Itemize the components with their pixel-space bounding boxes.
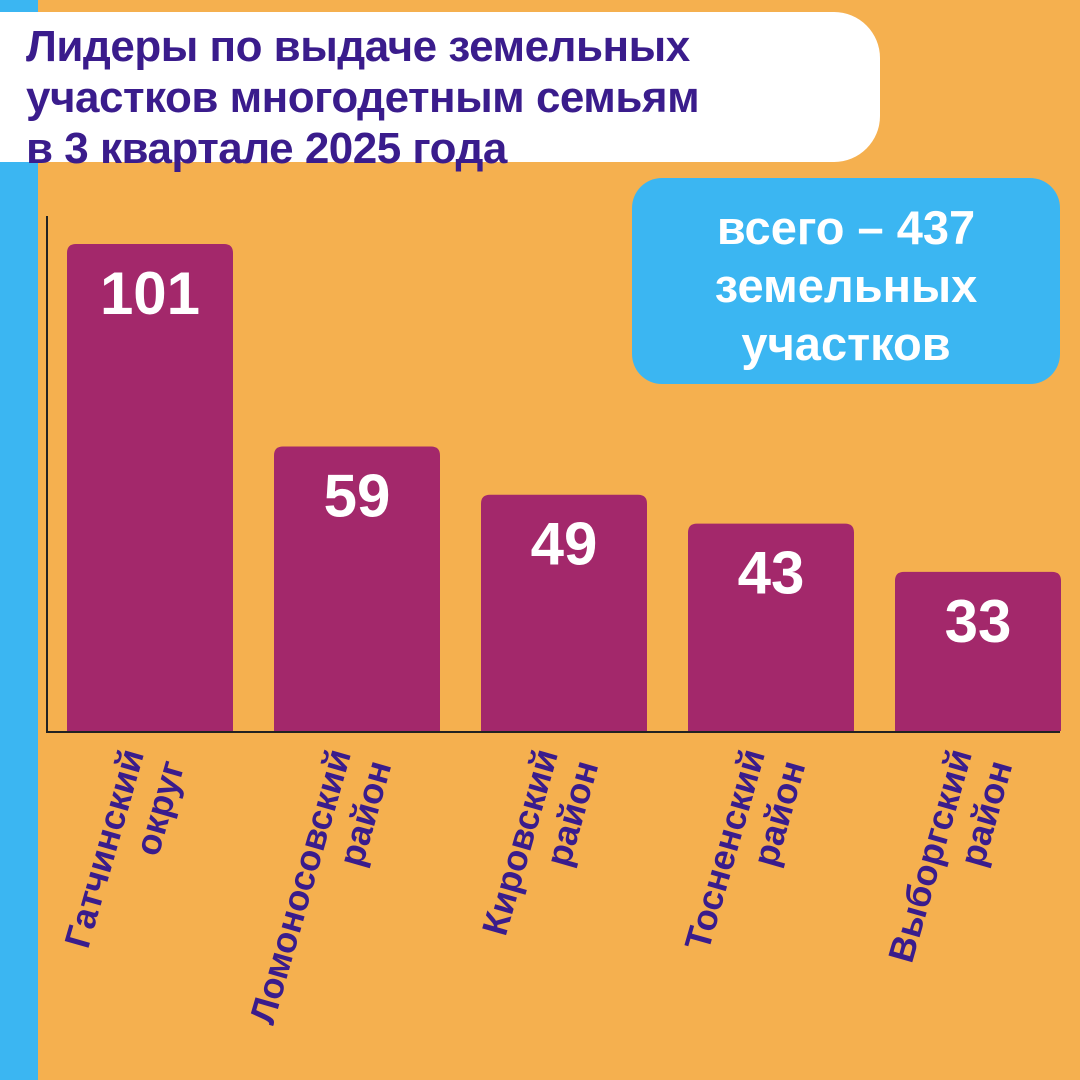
bar [895, 571, 1061, 731]
total-badge: всего – 437 земельных участков [632, 178, 1060, 384]
bar [481, 494, 647, 731]
total-line-1: всего – 437 [716, 201, 976, 254]
title-line-1: Лидеры по выдаче земельных [26, 22, 690, 71]
total-line-3: участков [741, 317, 951, 370]
bar [274, 446, 440, 731]
category-label-line: Ломоносовский [241, 744, 359, 1028]
left-accent-stripe [0, 0, 38, 1080]
data-label: 49 [531, 511, 598, 578]
total-line-2: земельных [714, 259, 978, 312]
title-line-3: в 3 квартале 2025 года [26, 124, 507, 173]
data-label: 43 [738, 540, 805, 607]
data-label: 101 [100, 260, 200, 327]
bar [688, 523, 854, 731]
data-label: 59 [324, 463, 391, 530]
title-line-2: участков многодетным семьям [26, 73, 700, 122]
title-box: Лидеры по выдаче земельных участков мног… [0, 12, 880, 173]
data-label: 33 [945, 588, 1012, 655]
bar [67, 244, 233, 731]
